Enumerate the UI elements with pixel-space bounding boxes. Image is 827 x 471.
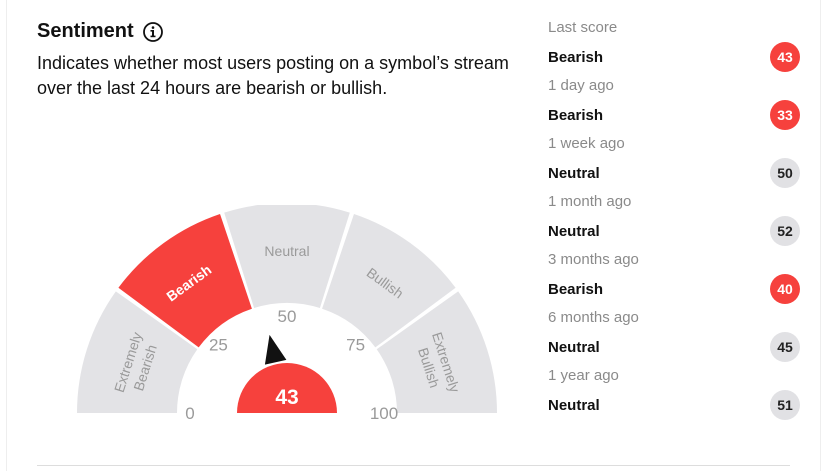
history-score-badge: 51 [770,390,800,420]
history-score-badge: 43 [770,42,800,72]
history-sentiment-label: Neutral [548,223,600,240]
sentiment-history: Last score Bearish 43 1 day ago Bearish 33 1 w… [548,18,800,424]
segment-neutral [224,205,350,309]
gauge-tick-label: 75 [346,335,365,354]
history-time: 6 months ago [548,309,639,326]
page-title: Sentiment [37,20,134,42]
history-item: 1 week ago Neutral 50 [548,134,800,192]
sentiment-card: Sentiment Indicates whether most users p… [6,0,821,471]
history-time: 1 day ago [548,77,614,94]
history-item: 6 months ago Neutral 45 [548,308,800,366]
history-item: 1 year ago Neutral 51 [548,366,800,424]
history-item: 1 day ago Bearish 33 [548,76,800,134]
sentiment-description: Indicates whether most users posting on … [37,53,509,98]
segment-bullish [322,213,456,348]
history-score-badge: 45 [770,332,800,362]
info-icon[interactable] [142,21,164,43]
history-sentiment-label: Bearish [548,107,604,124]
history-time: 3 months ago [548,251,639,268]
segment-label: Neutral [264,243,309,259]
history-item: 1 month ago Neutral 52 [548,192,800,250]
divider [37,465,790,466]
history-score-badge: 40 [770,274,800,304]
gauge-tick-label: 0 [185,404,194,420]
gauge-score-disc [237,363,337,413]
gauge-score-value: 43 [275,386,298,409]
segment-extremely-bearish [77,291,198,413]
history-sentiment-label: Bearish [548,49,604,66]
history-score-badge: 33 [770,100,800,130]
history-time: 1 week ago [548,135,625,152]
history-time: Last score [548,19,618,36]
history-sentiment-label: Bearish [548,281,604,298]
history-time: 1 year ago [548,367,619,384]
history-item: Last score Bearish 43 [548,18,800,76]
history-score-badge: 50 [770,158,800,188]
gauge-tick-label: 100 [370,404,398,420]
segment-bearish [118,213,252,348]
segment-extremely-bullish [376,291,497,413]
history-sentiment-label: Neutral [548,339,600,356]
history-sentiment-label: Neutral [548,165,600,182]
history-score-badge: 52 [770,216,800,246]
gauge-tick-label: 50 [278,307,297,326]
history-time: 1 month ago [548,193,632,210]
sentiment-gauge: ExtremelyBearishBearishNeutralBullishExt… [77,205,497,420]
history-item: 3 months ago Bearish 40 [548,250,800,308]
gauge-needle [264,334,287,365]
history-sentiment-label: Neutral [548,397,600,414]
gauge-tick-label: 25 [209,335,228,354]
sentiment-header: Sentiment [37,20,164,43]
